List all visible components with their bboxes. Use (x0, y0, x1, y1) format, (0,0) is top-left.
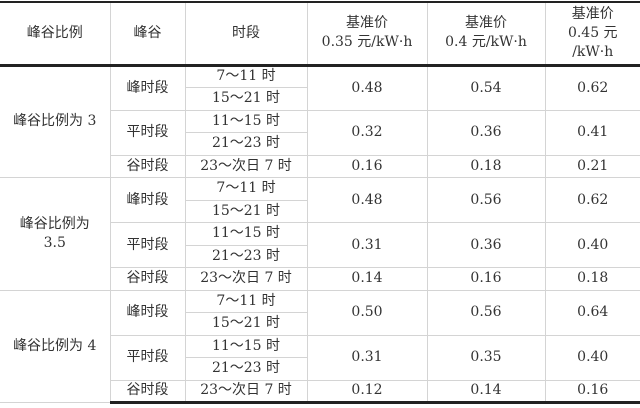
time-range: 15～21 时 (185, 87, 307, 111)
ratio-cell: 峰谷比例为 3 (0, 64, 111, 178)
price-cell: 0.40 (544, 334, 640, 381)
price-cell: 0.41 (544, 109, 640, 156)
time-range: 15～21 时 (185, 312, 307, 336)
price-cell: 0.21 (544, 154, 640, 178)
segment-name: 谷时段 (110, 267, 186, 291)
price-cell: 0.16 (426, 267, 546, 291)
segment-name: 峰时段 (109, 289, 186, 336)
header-row: 峰谷比例 峰谷 时段 基准价 0.35 元/kW·h 基准价 0.4 元/kW·h … (0, 1, 640, 67)
price-cell: 0.31 (306, 222, 428, 268)
table-row: 平时段 11～15 时 0.31 0.36 0.40 (0, 222, 640, 268)
time-range: 11～15 时 (184, 109, 308, 133)
price-cell: 0.16 (306, 154, 428, 178)
time-range: 15～21 时 (185, 199, 307, 223)
table-row: 峰谷比例为 3 峰时段 7～11 时 0.48 0.54 0.62 (0, 64, 640, 178)
table-row: 峰谷比例为 4 峰时段 7～11 时 0.50 0.56 0.64 (0, 289, 640, 403)
header-ratio: 峰谷比例 (0, 1, 111, 67)
header-period: 时段 (184, 1, 308, 67)
price-cell: 0.56 (426, 177, 546, 223)
segment-name: 平时段 (110, 334, 186, 381)
time-range: 7～11 时 (184, 289, 308, 313)
price-cell: 0.32 (306, 109, 428, 156)
ratio-cell: 峰谷比例为 3.5 (0, 177, 111, 291)
time-range: 23～次日 7 时 (184, 267, 308, 291)
price-cell: 0.48 (306, 177, 428, 223)
time-range: 21～23 时 (185, 357, 307, 381)
price-cell: 0.40 (544, 222, 640, 268)
table-row: 15～21 时 (0, 87, 640, 111)
header-price-1: 基准价 0.35 元/kW·h (306, 1, 428, 67)
table-row: 21～23 时 (0, 357, 640, 381)
price-cell: 0.36 (426, 109, 546, 156)
price-cell: 0.50 (306, 289, 428, 336)
price-cell: 0.31 (306, 334, 428, 381)
table-row: 21～23 时 (0, 244, 640, 268)
table-row: 谷时段 23～次日 7 时 0.12 0.14 0.16 (0, 379, 640, 404)
header-price-3: 基准价 0.45 元/kW·h (544, 1, 640, 67)
price-cell: 0.64 (544, 289, 640, 336)
table-row: 15～21 时 (0, 312, 640, 336)
time-range: 21～23 时 (185, 244, 307, 268)
price-cell: 0.14 (306, 267, 428, 291)
price-cell: 0.18 (426, 154, 546, 178)
time-range: 7～11 时 (184, 177, 308, 201)
table-row: 谷时段 23～次日 7 时 0.14 0.16 0.18 (0, 267, 640, 291)
segment-name: 谷时段 (110, 154, 186, 178)
time-range: 11～15 时 (184, 222, 308, 246)
price-cell: 0.54 (426, 64, 546, 111)
segment-name: 平时段 (110, 109, 186, 156)
segment-name: 峰时段 (109, 177, 186, 223)
price-cell: 0.56 (426, 289, 546, 336)
header-price-2: 基准价 0.4 元/kW·h (426, 1, 546, 67)
price-cell: 0.35 (426, 334, 546, 381)
price-cell: 0.14 (426, 379, 546, 404)
price-cell: 0.16 (544, 379, 640, 404)
price-cell: 0.62 (544, 177, 640, 223)
time-range: 11～15 时 (184, 334, 308, 358)
segment-name: 峰时段 (109, 64, 186, 111)
price-cell: 0.18 (544, 267, 640, 291)
time-range: 21～23 时 (185, 132, 307, 156)
price-cell: 0.12 (306, 379, 428, 404)
table-row: 15～21 时 (0, 199, 640, 223)
header-type: 峰谷 (109, 1, 186, 67)
price-cell: 0.62 (544, 64, 640, 111)
ratio-cell: 峰谷比例为 4 (0, 289, 111, 403)
table-row: 平时段 11～15 时 0.32 0.36 0.41 (0, 109, 640, 156)
time-range: 7～11 时 (184, 64, 308, 88)
table-row: 峰谷比例为 3.5 峰时段 7～11 时 0.48 0.56 0.62 (0, 177, 640, 291)
price-cell: 0.48 (306, 64, 428, 111)
price-cell: 0.36 (426, 222, 546, 268)
time-range: 23～次日 7 时 (184, 154, 308, 178)
table-row: 21～23 时 (0, 132, 640, 156)
segment-name: 谷时段 (110, 379, 186, 404)
time-range: 23～次日 7 时 (184, 379, 308, 404)
segment-name: 平时段 (110, 222, 186, 268)
table-row: 平时段 11～15 时 0.31 0.35 0.40 (0, 334, 640, 381)
